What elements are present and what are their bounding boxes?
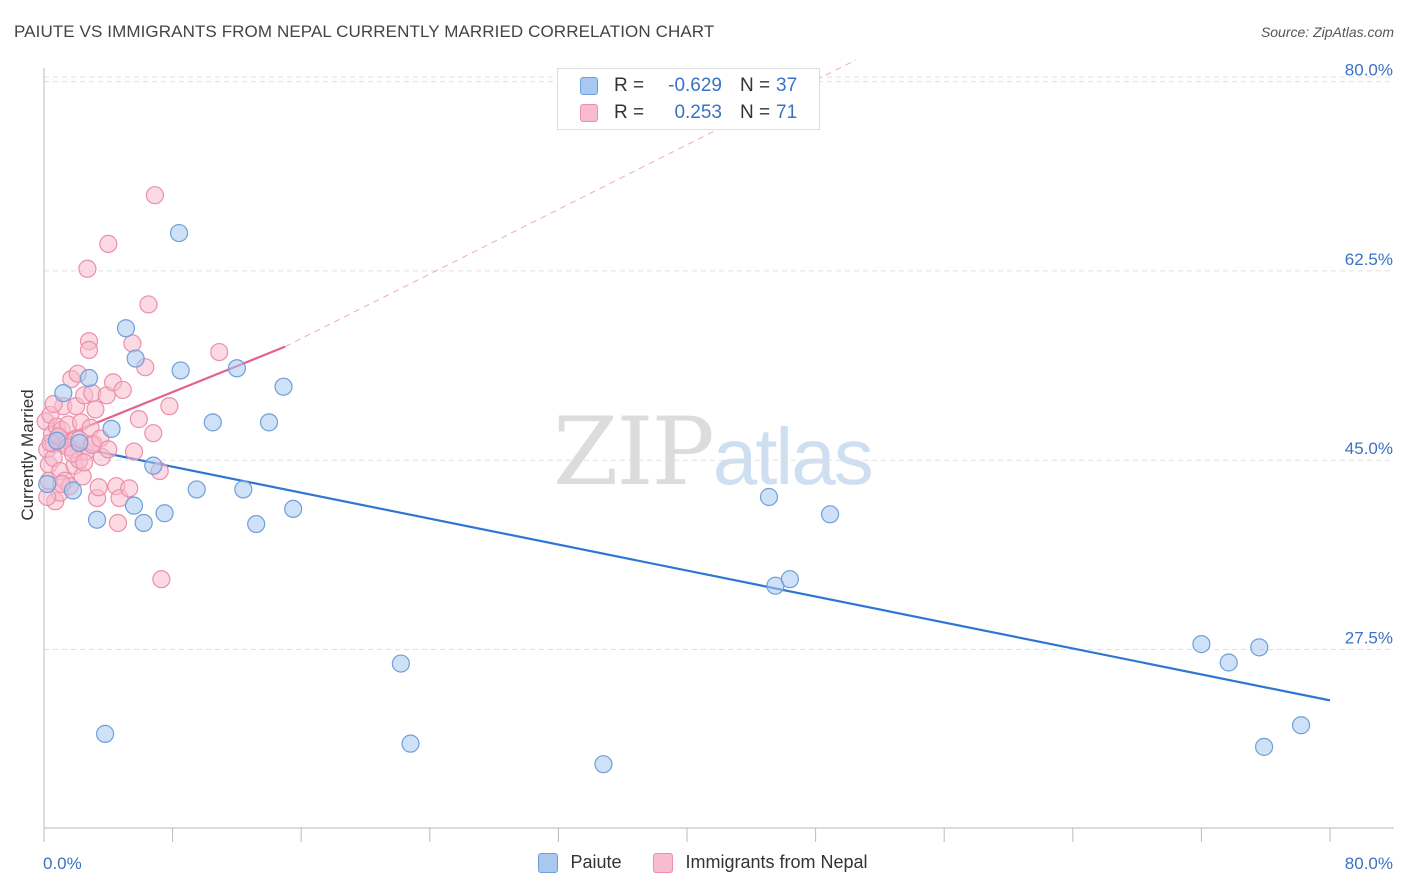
r-label: R = <box>614 75 645 96</box>
r-value: 0.253 <box>674 102 722 123</box>
paiute-swatch <box>538 852 559 873</box>
nepal-point <box>145 186 165 205</box>
watermark-atlas: atlas <box>712 412 874 501</box>
paiute-point <box>1219 653 1238 672</box>
series-legend: Paiute Immigrants from Nepal <box>0 852 1406 873</box>
paiute-point <box>144 456 163 475</box>
y-tick-label: 27.5% <box>1345 629 1393 648</box>
paiute-point <box>1254 737 1274 756</box>
data-points <box>36 186 1311 774</box>
paiute-point <box>124 496 144 515</box>
watermark-zip: ZIP <box>553 398 715 507</box>
y-tick-label: 45.0% <box>1345 439 1393 458</box>
correlation-legend: R = -0.629 N = 37 R = 0.253 N = 71 <box>557 68 820 130</box>
paiute-trendline <box>43 439 1331 702</box>
nepal-point <box>160 397 179 416</box>
paiute-point <box>187 480 206 499</box>
legend-row-nepal: R = 0.253 N = 71 <box>580 100 797 126</box>
nepal-point <box>89 478 108 497</box>
legend-label: Paiute <box>570 852 622 872</box>
paiute-point <box>63 481 83 500</box>
legend-row-paiute: R = -0.629 N = 37 <box>580 73 797 99</box>
nepal-swatch <box>653 852 674 873</box>
paiute-point <box>102 419 121 438</box>
paiute-swatch <box>580 77 598 95</box>
trendlines <box>43 59 1331 702</box>
legend-label: Immigrants from Nepal <box>685 852 868 872</box>
paiute-point <box>70 433 89 453</box>
axes <box>43 68 1394 842</box>
y-tick-label: 62.5% <box>1345 250 1393 269</box>
paiute-point <box>247 514 266 534</box>
paiute-point <box>203 413 222 432</box>
paiute-point <box>1250 638 1269 657</box>
legend-item-paiute[interactable]: Paiute <box>538 852 621 873</box>
nepal-point <box>99 234 118 253</box>
chart-title: PAIUTE VS IMMIGRANTS FROM NEPAL CURRENTL… <box>14 22 715 41</box>
paiute-point <box>401 734 420 753</box>
x-tick-label: 80.0% <box>1345 854 1393 873</box>
paiute-point <box>284 499 303 519</box>
paiute-point <box>116 319 136 338</box>
paiute-point <box>134 513 153 533</box>
paiute-point <box>79 368 99 388</box>
paiute-point <box>169 223 189 243</box>
nepal-point <box>86 400 105 419</box>
n-label: N = <box>740 102 771 123</box>
n-value: 71 <box>776 102 798 123</box>
nepal-point <box>210 342 229 362</box>
x-tick-label: 0.0% <box>43 854 82 873</box>
watermark: ZIPatlas <box>553 398 874 507</box>
paiute-point <box>234 480 253 499</box>
paiute-point <box>780 570 799 589</box>
paiute-point <box>38 474 57 494</box>
paiute-point <box>126 349 145 368</box>
nepal-point <box>108 513 128 533</box>
paiute-point <box>259 413 279 432</box>
nepal-point <box>129 410 148 429</box>
paiute-point <box>1291 716 1311 735</box>
tick-labels: 27.5% 45.0% 62.5% 80.0% 0.0% 80.0% <box>43 61 1393 873</box>
r-label: R = <box>614 102 645 123</box>
source-label: Source: ZipAtlas.com <box>1260 24 1394 40</box>
paiute-point <box>759 487 779 507</box>
paiute-point <box>155 504 174 523</box>
n-label: N = <box>740 75 771 96</box>
nepal-point <box>78 259 97 278</box>
paiute-point <box>47 431 66 450</box>
nepal-point <box>144 424 163 443</box>
paiute-point <box>54 384 73 403</box>
paiute-point <box>594 755 613 774</box>
n-value: 37 <box>776 75 798 96</box>
legend-item-nepal[interactable]: Immigrants from Nepal <box>653 852 868 873</box>
nepal-point <box>139 295 158 314</box>
paiute-point <box>391 654 410 673</box>
nepal-point <box>113 380 132 400</box>
paiute-point <box>171 361 190 380</box>
paiute-point <box>1192 635 1211 654</box>
nepal-point <box>120 479 139 498</box>
r-value: -0.629 <box>668 75 722 96</box>
nepal-swatch <box>580 104 598 122</box>
nepal-point <box>75 453 94 472</box>
nepal-point <box>79 340 99 359</box>
paiute-point <box>95 724 115 743</box>
nepal-point <box>123 334 142 353</box>
paiute-point <box>87 510 107 529</box>
nepal-point <box>99 440 118 459</box>
paiute-point <box>274 377 293 396</box>
nepal-point <box>152 570 171 589</box>
paiute-point <box>227 359 246 378</box>
paiute-point <box>820 505 840 524</box>
nepal-point <box>124 442 144 461</box>
y-tick-label: 80.0% <box>1345 61 1393 80</box>
